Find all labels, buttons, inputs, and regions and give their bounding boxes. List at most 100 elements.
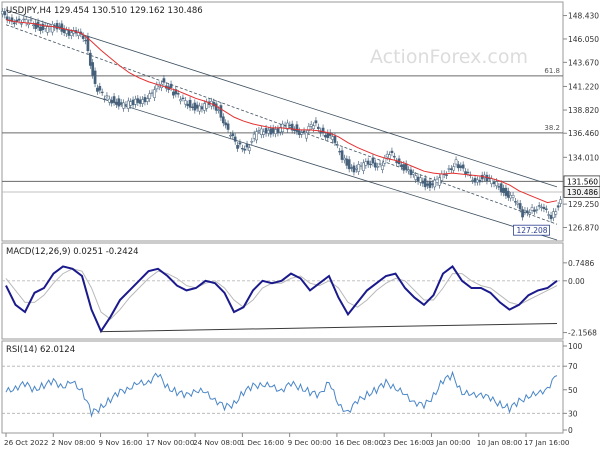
candle-body [516,202,520,205]
candle-body [65,29,68,34]
level-price-text: 130.486 [567,188,598,197]
candle-body [286,122,289,130]
macd-lines [5,264,558,334]
candle-body [426,183,429,186]
x-tick-label: 16 Dec 08:00 [335,438,384,447]
candle-body [409,169,413,176]
candle-body [276,128,280,134]
candle-body [357,164,361,172]
candle-body [485,174,489,182]
macd-panel: 0.7486 0.00 -2.1568 MACD(12,26,9) 0.0251 -… [1,242,597,340]
candle-body [535,209,539,211]
candle-body [473,178,477,183]
candle-body [438,177,441,186]
candle-body [221,116,225,124]
candle-body [98,86,102,91]
price-tick-label: 126.870 [568,224,599,233]
candle-body [392,155,396,158]
candle-body [252,133,256,139]
candle-body [525,210,529,214]
candle-body [400,164,403,167]
candle-body [12,22,16,25]
trend-channel [5,9,558,241]
candle-body [255,131,258,141]
candle-body [10,17,14,22]
candle-body [22,18,26,21]
candle-body [267,130,270,134]
candle-body [240,147,244,150]
candle-body [423,178,427,188]
candle-body [464,171,467,175]
candle-body [385,153,389,158]
x-tick-label: 9 Dec 00:00 [288,438,332,447]
current-price-tag: 130.486 [563,186,600,198]
candle-body [416,176,420,182]
candle-body [17,18,21,21]
candle-body [347,159,351,170]
candle-body [112,96,116,103]
candle-body [312,125,315,129]
candle-body [497,186,501,188]
ma-series-line [5,19,558,204]
candle-body [148,93,152,99]
candle-body [364,161,368,166]
candle-body [373,162,377,168]
candle-body [86,35,90,51]
price-tick-label: 146.050 [568,35,599,44]
price-tick-label: 136.460 [568,129,599,138]
candle-body [452,166,456,171]
candle-body [274,129,277,135]
candle-body [3,11,7,16]
rsi-tick-label: 70 [568,362,578,371]
candle-body [198,105,201,112]
candle-body [414,175,418,180]
candle-body [67,30,71,36]
watermark: ActionForex.com [370,46,528,68]
candle-body [96,87,99,92]
candle-body [366,160,370,165]
candle-body [238,142,242,145]
candle-body [233,136,237,142]
candle-body [321,127,325,134]
channel-mid-line [5,24,558,225]
candle-body [176,93,180,95]
candle-body [492,182,496,185]
candle-body [502,187,505,194]
candle-body [205,101,209,109]
candle-body [326,132,330,139]
candle-body [461,164,465,169]
candle-body [5,16,9,21]
rsi-tick-label: 30 [568,409,578,418]
channel-upper-line [5,9,558,188]
x-tick-label: 3 Jan 00:00 [429,438,470,447]
candle-body [478,179,482,183]
candle-body [300,132,304,135]
candle-body [307,126,311,132]
price-title: USDJPY,H4 129.454 130.510 129.162 130.48… [6,6,203,16]
candle-body [43,26,47,29]
candle-body [186,103,190,106]
candle-body [219,105,223,118]
level-price-text: 131.560 [567,177,598,186]
candle-body [297,130,301,135]
candle-body [88,52,92,66]
candle-body [29,19,33,21]
candle-body [378,163,382,165]
fib-level-label: 38.2 [544,124,560,132]
candle-body [371,157,375,164]
candle-body [55,23,59,30]
rsi-title: RSI(14) 62.0124 [6,345,75,355]
candle-body [93,70,97,84]
price-tick-label: 134.010 [568,153,599,162]
macd-tick-label: 0.7486 [568,259,594,268]
candle-body [288,124,292,127]
candle-body [445,174,448,176]
candle-body [537,205,541,207]
candle-body [259,128,263,135]
candle-body [324,135,327,138]
candle-body [224,122,228,126]
candle-body [476,179,479,183]
candle-body [58,25,61,28]
candle-body [407,169,410,172]
